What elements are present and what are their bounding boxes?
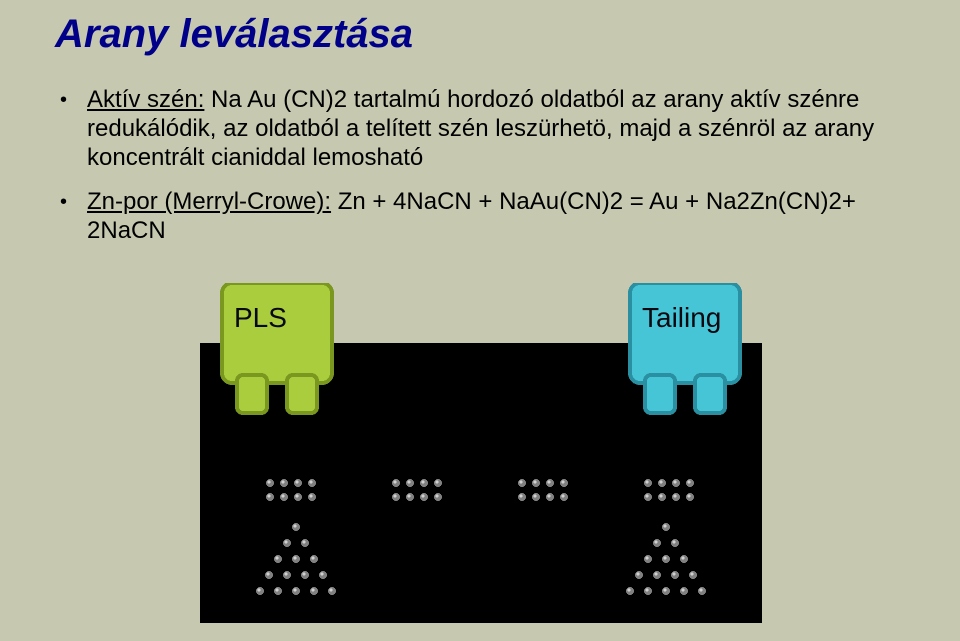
process-diagram: PLS Tailing (200, 283, 762, 623)
bullet-marker: • (60, 86, 67, 110)
bullet-rest: Na Au (CN)2 tartalmú hordozó oldatból az… (87, 86, 874, 171)
svg-text:PLS: PLS (234, 302, 287, 333)
bullet-item: • Zn-por (Merryl-Crowe): Zn + 4NaCN + Na… (60, 188, 890, 246)
slide-content: • Aktív szén: Na Au (CN)2 tartalmú hordo… (60, 86, 890, 246)
slide: Arany leválasztása • Aktív szén: Na Au (… (0, 0, 960, 641)
bullet-item: • Aktív szén: Na Au (CN)2 tartalmú hordo… (60, 86, 890, 172)
bullet-marker: • (60, 188, 67, 212)
slide-title: Arany leválasztása (55, 12, 413, 57)
bullet-text: Zn-por (Merryl-Crowe): Zn + 4NaCN + NaAu… (87, 188, 890, 246)
bullet-lead: Aktív szén: (87, 86, 204, 113)
svg-text:Tailing: Tailing (642, 302, 721, 333)
bullet-text: Aktív szén: Na Au (CN)2 tartalmú hordozó… (87, 86, 890, 172)
bullet-lead: Zn-por (Merryl-Crowe): (87, 188, 331, 215)
